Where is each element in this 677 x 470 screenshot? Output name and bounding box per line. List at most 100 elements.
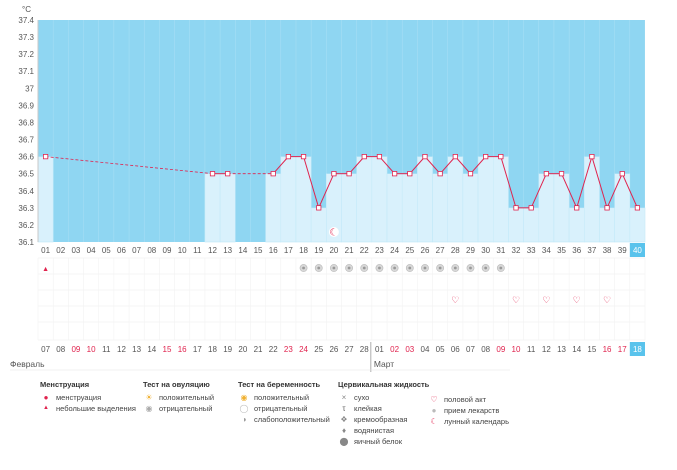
cycle-day-label: 28 <box>451 246 460 255</box>
date-label: 07 <box>466 345 475 354</box>
cycle-day-label: 03 <box>71 246 80 255</box>
y-tick-label: 36.7 <box>18 136 34 145</box>
date-label: 08 <box>56 345 65 354</box>
temperature-point <box>604 205 610 211</box>
temperature-point <box>331 171 337 177</box>
temperature-line <box>561 173 578 209</box>
cycle-day-label: 20 <box>329 246 338 255</box>
temperature-point <box>422 154 428 160</box>
temperature-point <box>483 154 489 160</box>
date-label: 14 <box>572 345 581 354</box>
intercourse-marker: ♡ <box>451 295 459 305</box>
temperature-bar <box>219 173 236 243</box>
temperature-bar <box>477 156 494 243</box>
cycle-day-label: 23 <box>375 246 384 255</box>
temperature-line <box>424 156 441 175</box>
temperature-bar <box>386 173 403 243</box>
temperature-point <box>437 171 443 177</box>
legend-label: отрицательный <box>254 404 308 413</box>
date-label: 12 <box>542 345 551 354</box>
cycle-day-label: 16 <box>269 246 278 255</box>
temperature-line <box>272 156 289 175</box>
temperature-bar <box>417 156 433 243</box>
temperature-bar <box>295 156 312 243</box>
date-label: 22 <box>269 345 278 354</box>
temperature-line <box>348 156 365 175</box>
legend-label: слабоположительный <box>254 415 330 424</box>
cycle-day-label: 24 <box>390 246 399 255</box>
legend: Менструация ● менструация ▲ небольшие выде… <box>0 380 677 470</box>
cycle-day-label: 22 <box>360 246 369 255</box>
temperature-line <box>591 156 608 208</box>
ovulation-negative-dot <box>423 266 427 270</box>
y-axis-unit: °C <box>22 5 31 14</box>
ovulation-negative-dot <box>317 266 321 270</box>
y-tick-label: 36.2 <box>18 221 34 230</box>
legend-label: прием лекарств <box>444 406 500 415</box>
legend-title: Тест на овуляцию <box>143 380 210 389</box>
cycle-day-label: 26 <box>421 246 430 255</box>
ovulation-negative-dot <box>393 266 397 270</box>
ovulation-negative-dot <box>408 266 412 270</box>
temperature-bar <box>538 173 555 243</box>
temperature-bar <box>341 173 357 243</box>
temperature-point <box>42 154 49 160</box>
cycle-day-label: 05 <box>102 246 111 255</box>
cycle-day-label: 18 <box>299 246 308 255</box>
legend-menstruation: Менструация ● менструация ▲ небольшие выде… <box>40 380 136 414</box>
y-tick-label: 37.1 <box>18 67 34 76</box>
temperature-point <box>209 171 216 177</box>
legend-label: отрицательный <box>159 404 213 413</box>
y-tick-label: 36.3 <box>18 204 34 213</box>
lunar-marker: ☾ <box>329 228 338 239</box>
temperature-point <box>361 154 367 160</box>
y-tick-label: 36.5 <box>18 170 34 179</box>
legend-label: менструация <box>56 393 102 402</box>
date-label: 10 <box>87 345 96 354</box>
cycle-day-label: 27 <box>436 246 445 255</box>
drop-icon: ● <box>43 393 49 402</box>
cycle-day-label: 34 <box>542 246 551 255</box>
date-label: 27 <box>345 345 354 354</box>
cycle-day-label: 32 <box>512 246 521 255</box>
temperature-point <box>634 205 641 211</box>
legend-label: сухо <box>354 393 370 402</box>
temperature-line <box>303 156 320 208</box>
temperature-bar <box>508 207 524 243</box>
cycle-day-label: 01 <box>41 246 50 255</box>
cycle-day-label: 21 <box>345 246 354 255</box>
cycle-day-label: 08 <box>147 246 156 255</box>
intercourse-marker: ♡ <box>573 295 581 305</box>
y-tick-label: 37.4 <box>18 16 34 25</box>
pill-icon: ● <box>431 406 437 415</box>
temperature-point <box>376 154 383 160</box>
ovulation-negative-dot <box>362 266 366 270</box>
ovulation-negative-dot <box>378 266 381 270</box>
temperature-point <box>528 205 534 211</box>
current-day-highlight <box>629 243 645 257</box>
temperature-point <box>619 171 625 177</box>
temperature-bar <box>553 173 570 243</box>
legend-title: Цервикальная жидкость <box>338 380 430 389</box>
cycle-day-label: 15 <box>254 246 263 255</box>
temperature-line <box>606 173 623 209</box>
creamy-icon: ❖ <box>340 415 348 424</box>
temperature-point <box>270 171 276 177</box>
small-drop-icon: ▲ <box>43 405 49 411</box>
temperature-point <box>316 205 322 211</box>
intercourse-marker: ♡ <box>512 295 520 305</box>
temperature-point <box>574 205 580 211</box>
cycle-day-label: 30 <box>481 246 490 255</box>
date-label: 15 <box>587 345 596 354</box>
month-label: Март <box>374 359 394 369</box>
temperature-point <box>467 171 474 177</box>
lunar-marker-bg <box>328 227 339 237</box>
temperature-point <box>498 154 504 160</box>
cycle-day-label: 35 <box>557 246 566 255</box>
date-label: 24 <box>299 345 308 354</box>
date-label: 23 <box>284 345 293 354</box>
temperature-bar <box>493 156 509 243</box>
legend-label: яичный белок <box>354 437 403 446</box>
date-label: 09 <box>71 345 80 354</box>
temperature-bar <box>371 156 388 243</box>
